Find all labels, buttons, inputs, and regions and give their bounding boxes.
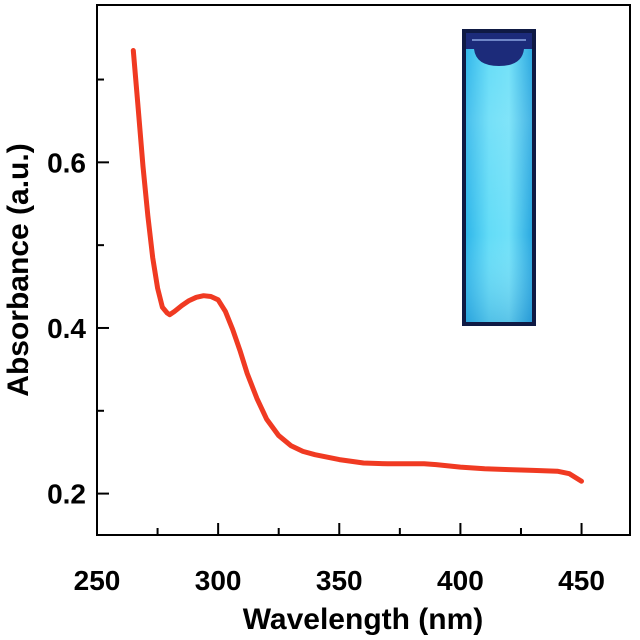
axis-tick-labels: 250 300 350 400 450 0.2 0.4 0.6 xyxy=(47,147,605,596)
y-tick-label: 0.6 xyxy=(47,147,86,178)
x-tick-label: 300 xyxy=(195,565,242,596)
axis-ticks xyxy=(96,78,583,535)
y-tick-label: 0.4 xyxy=(47,313,86,344)
x-axis-title: Wavelength (nm) xyxy=(243,603,484,636)
cuvette-sheen xyxy=(466,33,532,322)
x-tick-label: 450 xyxy=(558,565,605,596)
y-tick-label: 0.2 xyxy=(47,479,86,510)
plot-frame xyxy=(96,4,631,536)
cuvette-meniscus xyxy=(474,49,524,66)
y-axis-title: Absorbance (a.u.) xyxy=(2,143,35,396)
absorbance-curve xyxy=(130,48,584,484)
x-tick-label: 400 xyxy=(437,565,484,596)
x-tick-label: 250 xyxy=(74,565,121,596)
cuvette-inset-image xyxy=(462,29,536,326)
x-tick-label: 350 xyxy=(316,565,363,596)
